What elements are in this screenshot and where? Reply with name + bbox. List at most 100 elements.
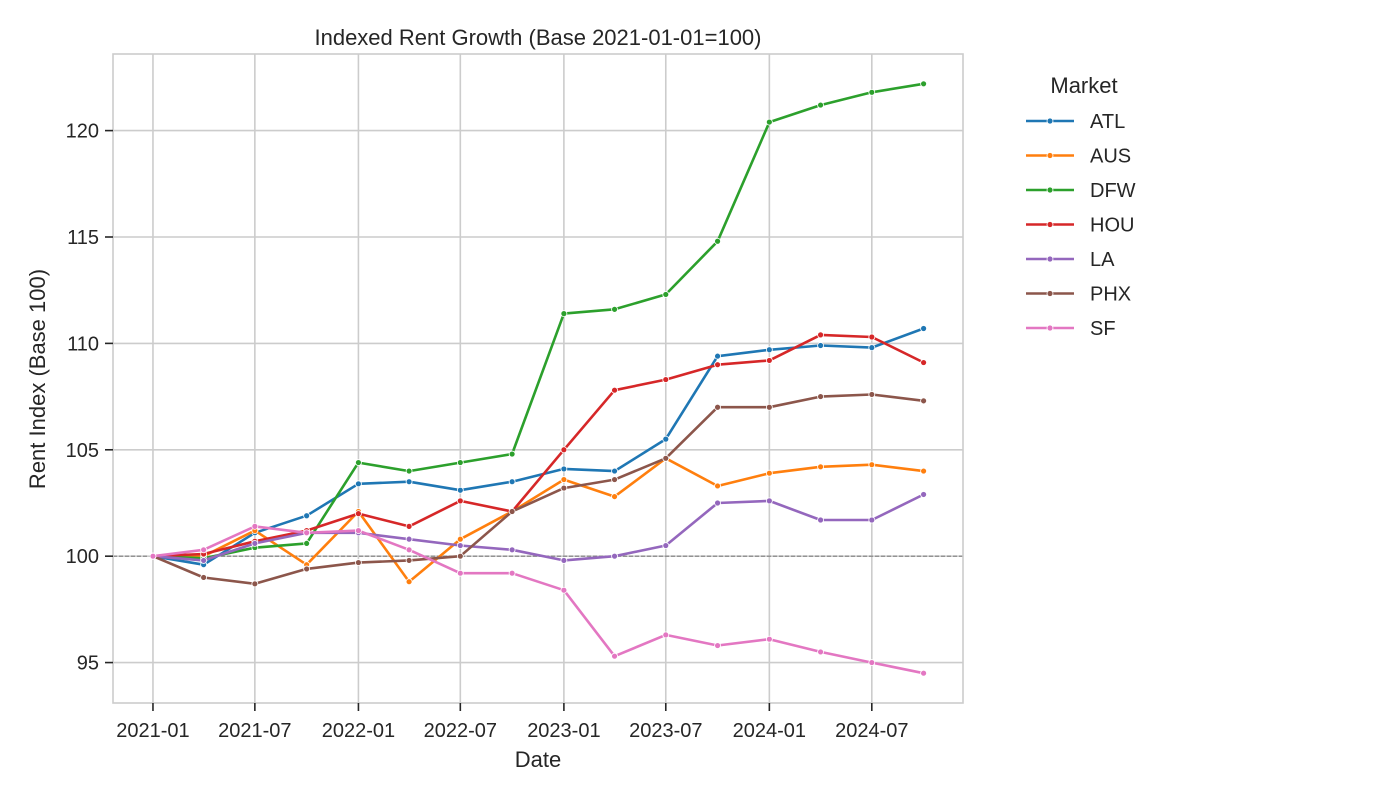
y-tick-label: 95 bbox=[77, 653, 99, 675]
data-point-aus bbox=[714, 482, 721, 490]
legend-label: HOU bbox=[1090, 215, 1134, 237]
data-point-sf bbox=[714, 642, 721, 649]
legend-swatch-marker bbox=[1046, 290, 1054, 297]
x-tick-label: 2024-07 bbox=[835, 720, 908, 742]
series-atl bbox=[149, 325, 927, 569]
series-hou bbox=[149, 331, 927, 560]
data-point-phx bbox=[714, 403, 721, 411]
data-point-phx bbox=[560, 484, 568, 492]
data-point-atl bbox=[303, 512, 311, 520]
x-tick-label: 2022-01 bbox=[322, 720, 395, 742]
data-point-phx bbox=[303, 565, 311, 573]
data-point-sf bbox=[611, 652, 618, 660]
x-tick-label: 2021-07 bbox=[218, 720, 291, 742]
x-tick-label: 2021-01 bbox=[116, 720, 189, 742]
data-point-phx bbox=[765, 403, 773, 411]
data-point-phx bbox=[817, 393, 824, 400]
series-line-phx bbox=[152, 393, 924, 586]
data-point-la bbox=[662, 542, 670, 549]
data-point-la bbox=[765, 497, 773, 505]
data-point-atl bbox=[920, 325, 927, 332]
y-tick-label: 105 bbox=[66, 440, 99, 462]
data-point-phx bbox=[405, 557, 413, 564]
data-point-hou bbox=[714, 361, 721, 369]
data-point-dfw bbox=[303, 540, 311, 547]
series-line-hou bbox=[152, 333, 925, 558]
x-axis-label: Date bbox=[515, 747, 561, 772]
data-point-sf bbox=[456, 569, 464, 577]
data-point-hou bbox=[456, 497, 464, 505]
data-point-atl bbox=[560, 465, 568, 473]
data-point-atl bbox=[456, 486, 464, 494]
data-point-sf bbox=[817, 648, 824, 656]
x-axis: 2021-01 2021-07 2022-01 2022-07 2023-01 2023-… bbox=[116, 703, 909, 742]
data-point-la bbox=[200, 557, 208, 564]
data-point-dfw bbox=[868, 88, 876, 96]
data-point-hou bbox=[765, 357, 773, 364]
legend-label: DFW bbox=[1090, 180, 1136, 202]
data-point-dfw bbox=[560, 310, 568, 318]
data-point-dfw bbox=[611, 305, 618, 313]
data-point-aus bbox=[817, 463, 824, 471]
series-line-sf bbox=[152, 525, 924, 675]
data-point-dfw bbox=[355, 459, 362, 466]
data-point-aus bbox=[456, 535, 464, 543]
data-point-atl bbox=[611, 467, 618, 475]
series-lines bbox=[149, 80, 927, 677]
data-point-hou bbox=[611, 386, 618, 394]
data-point-aus bbox=[611, 493, 618, 500]
data-point-la bbox=[920, 491, 927, 498]
legend-label: LA bbox=[1090, 249, 1115, 271]
data-point-dfw bbox=[456, 459, 464, 466]
series-la bbox=[149, 491, 927, 564]
data-point-la bbox=[508, 546, 516, 554]
data-point-atl bbox=[868, 344, 876, 352]
data-point-hou bbox=[560, 446, 568, 454]
data-point-la bbox=[456, 542, 464, 549]
data-point-phx bbox=[662, 454, 670, 462]
y-tick-label: 100 bbox=[66, 546, 99, 568]
legend-label: SF bbox=[1090, 318, 1116, 340]
legend-item-dfw: DFW bbox=[1026, 180, 1136, 202]
data-point-sf bbox=[765, 635, 773, 643]
y-axis-label: Rent Index (Base 100) bbox=[25, 269, 50, 489]
series-line-dfw bbox=[152, 82, 924, 560]
data-point-sf bbox=[920, 669, 927, 677]
legend-swatch-marker bbox=[1046, 186, 1054, 194]
x-tick-label: 2024-01 bbox=[733, 720, 806, 742]
legend-item-phx: PHX bbox=[1026, 284, 1131, 306]
x-tick-label: 2023-01 bbox=[527, 720, 600, 742]
data-point-aus bbox=[868, 461, 876, 469]
legend-item-la: LA bbox=[1026, 249, 1115, 271]
data-point-sf bbox=[662, 631, 670, 639]
data-point-sf bbox=[355, 527, 362, 535]
legend-swatch-marker bbox=[1046, 255, 1054, 263]
data-point-hou bbox=[920, 359, 927, 366]
legend-title: Market bbox=[1050, 73, 1117, 98]
y-tick-label: 115 bbox=[67, 227, 99, 249]
data-point-hou bbox=[817, 331, 824, 339]
series-phx bbox=[149, 391, 927, 588]
data-point-phx bbox=[868, 391, 876, 398]
data-point-atl bbox=[355, 480, 362, 488]
data-point-la bbox=[611, 552, 618, 560]
legend-item-hou: HOU bbox=[1026, 215, 1134, 237]
data-point-dfw bbox=[508, 450, 516, 458]
plot-frame bbox=[112, 53, 964, 704]
data-point-sf bbox=[200, 546, 208, 554]
x-tick-label: 2022-07 bbox=[424, 720, 497, 742]
data-point-phx bbox=[508, 508, 516, 515]
data-point-la bbox=[405, 535, 413, 543]
data-point-sf bbox=[251, 522, 259, 530]
data-point-dfw bbox=[714, 237, 721, 245]
data-point-phx bbox=[456, 552, 464, 560]
legend-label: PHX bbox=[1090, 284, 1131, 306]
data-point-hou bbox=[405, 522, 413, 530]
chart-title: Indexed Rent Growth (Base 2021-01-01=100… bbox=[314, 25, 761, 50]
data-point-atl bbox=[508, 478, 516, 486]
series-line-aus bbox=[153, 456, 924, 584]
legend-swatch-marker bbox=[1046, 152, 1054, 159]
data-point-sf bbox=[868, 659, 876, 666]
grid bbox=[113, 54, 963, 703]
